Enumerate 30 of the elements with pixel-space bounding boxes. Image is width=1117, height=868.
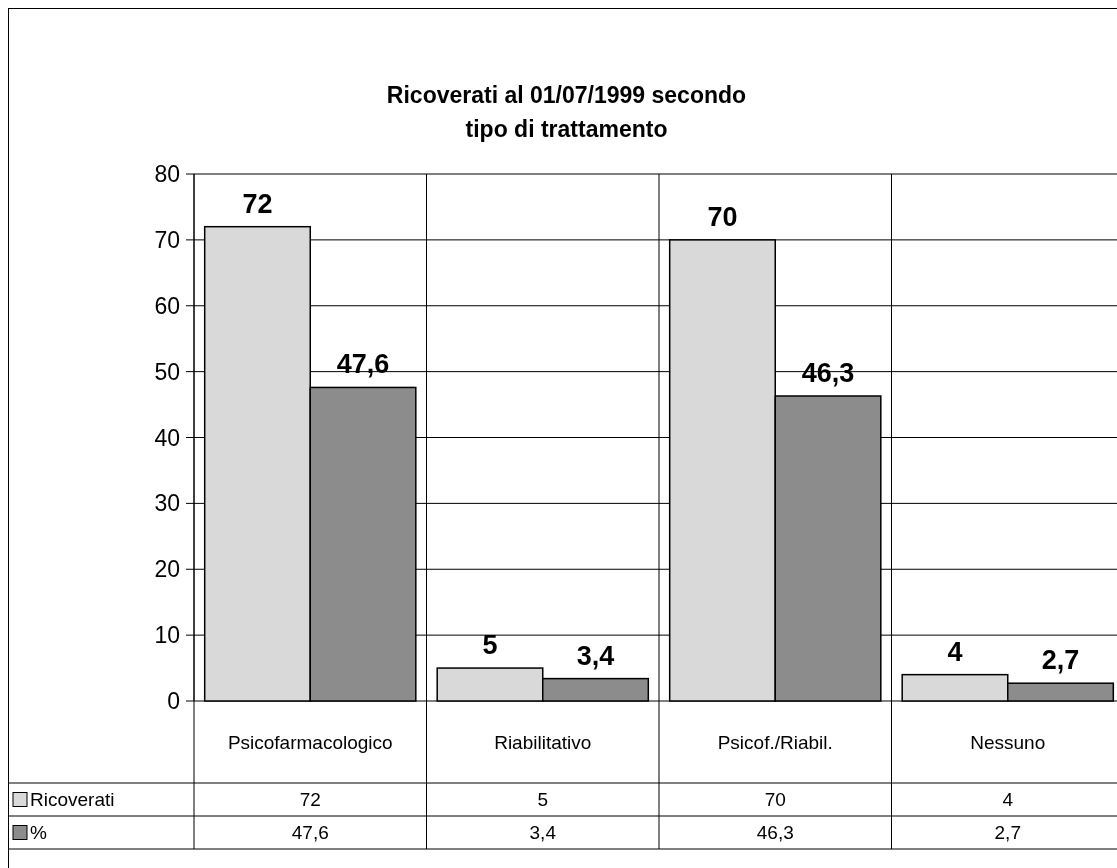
x-tick-label: Psicofarmacologico — [227, 731, 393, 753]
y-tick-label: 80 — [154, 161, 180, 188]
x-tick-label: Riabilitativo — [494, 731, 592, 753]
legend-label: Ricoverati — [30, 789, 115, 811]
text: 4 — [947, 636, 963, 667]
y-tick-label: 20 — [154, 556, 180, 583]
x-tick-label: Psicof./Riabil. — [717, 731, 833, 753]
y-tick-label: 50 — [154, 358, 180, 385]
text: 70 — [707, 201, 738, 232]
y-tick-label: 40 — [154, 424, 180, 451]
text: 5 — [482, 630, 498, 661]
y-tick-label: 60 — [154, 292, 180, 319]
chart-title: Ricoverati al 01/07/1999 secondo tipo di trattamento — [386, 82, 747, 142]
data-label: 46,3 — [756, 822, 794, 844]
data-label: 2,7 — [994, 822, 1021, 844]
x-tick-label: Nessuno — [970, 731, 1046, 753]
y-tick-label: 70 — [154, 226, 180, 253]
y-tick-label: 30 — [154, 490, 180, 517]
text: 3,4 — [576, 640, 615, 671]
text: 72 — [242, 188, 273, 219]
data-label: 4 — [1002, 789, 1014, 811]
data-label: 72 — [299, 789, 321, 811]
data-label: 3,4 — [529, 822, 557, 844]
data-label: 70 — [764, 789, 786, 811]
text: 2,7 — [1041, 645, 1080, 676]
legend-label: % — [30, 822, 47, 844]
data-label: 47,6 — [291, 822, 329, 844]
y-tick-label: 0 — [167, 688, 180, 715]
data-label: 5 — [537, 789, 549, 811]
y-tick-label: 10 — [154, 622, 180, 649]
